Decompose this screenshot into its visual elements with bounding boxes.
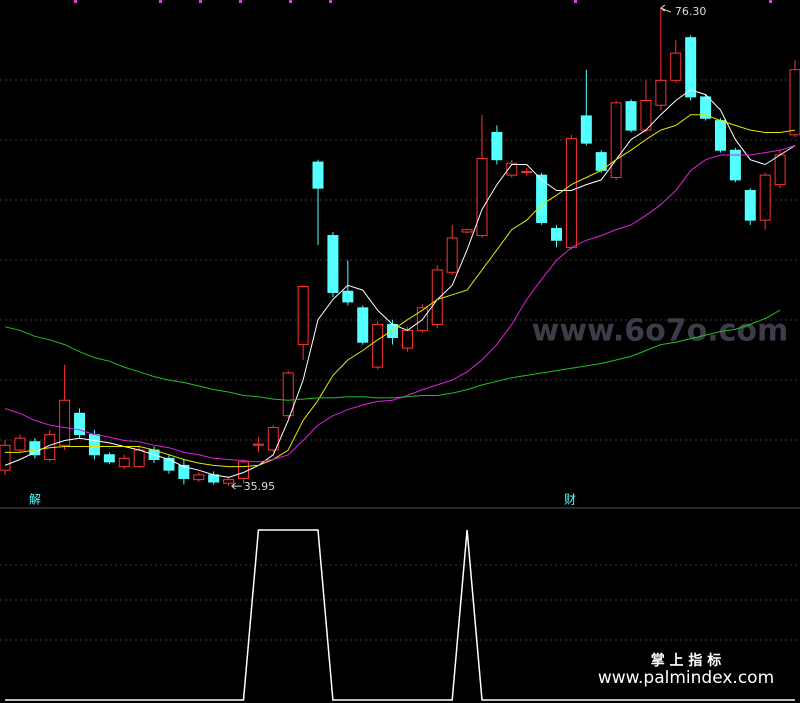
candle-body: [700, 96, 712, 119]
signal-label: 解: [29, 493, 41, 507]
candle-body: [536, 174, 548, 224]
candle-body: [372, 323, 384, 368]
candle-body: [744, 190, 756, 221]
candle-body: [237, 461, 249, 479]
candle-body: [714, 120, 726, 151]
annotation-label: 35.95: [244, 480, 276, 493]
candle-body: [14, 437, 26, 451]
dot: [239, 0, 242, 3]
candle-body: [476, 158, 488, 237]
candle-body: [431, 269, 443, 325]
dot: [159, 0, 162, 3]
dot: [289, 0, 292, 3]
candle-body: [670, 52, 682, 81]
candle-body: [59, 399, 71, 446]
moving-average: [5, 114, 796, 468]
candle-body: [655, 79, 667, 106]
candle-body: [357, 307, 369, 343]
candle-body: [625, 101, 637, 131]
moving-average: [4, 145, 796, 463]
annotation-label: 76.30: [675, 5, 707, 18]
candle-body: [223, 479, 235, 484]
candle-body: [774, 154, 786, 186]
candle-body: [580, 115, 592, 144]
candle-body: [685, 37, 697, 98]
candle-body: [565, 137, 577, 248]
candle-body: [387, 323, 399, 338]
candle-body: [401, 329, 413, 349]
watermark: www.6o7o.com: [532, 314, 789, 349]
dot: [769, 0, 772, 3]
indicator-line: [5, 529, 795, 701]
moving-average: [4, 89, 796, 478]
candle-body: [88, 434, 100, 456]
candle-body: [610, 102, 622, 178]
candle-body: [759, 174, 771, 221]
candle-body: [640, 99, 652, 131]
candle-body: [729, 149, 741, 181]
candle-body: [491, 131, 503, 161]
dot: [74, 0, 77, 3]
candle-body: [252, 443, 264, 446]
top-dots: [74, 0, 772, 3]
brand: 掌 上 指 标: [651, 652, 722, 669]
dot: [574, 0, 577, 3]
candle-body: [178, 464, 190, 479]
candle-body: [133, 449, 145, 468]
brand-url: www.palmindex.com: [598, 668, 774, 688]
candle-body: [342, 290, 354, 303]
candle-body: [521, 171, 533, 174]
dot: [199, 0, 202, 3]
moving-average: [4, 309, 781, 401]
dot: [329, 0, 332, 3]
candle-body: [282, 372, 294, 417]
candle-body: [461, 229, 473, 233]
annotation-arrow: [660, 4, 672, 13]
annotation-arrow: [231, 482, 242, 490]
candle-body: [327, 235, 339, 293]
candle-body: [118, 457, 130, 468]
candle-body: [312, 161, 324, 189]
candle-body: [551, 227, 563, 241]
candle-body: [297, 286, 309, 346]
candle-body: [208, 474, 220, 483]
candle-body: [789, 69, 800, 136]
grid: [0, 79, 800, 641]
signal-label: 财: [564, 493, 576, 507]
candle-body: [103, 454, 115, 463]
candle-body: [446, 237, 458, 273]
candle-body: [506, 162, 518, 176]
candle-body: [0, 444, 11, 471]
candle-body: [163, 457, 175, 471]
candle-body: [74, 412, 86, 436]
candle-body: [267, 427, 279, 451]
candle-body: [193, 474, 205, 481]
candle-body: [29, 441, 41, 456]
